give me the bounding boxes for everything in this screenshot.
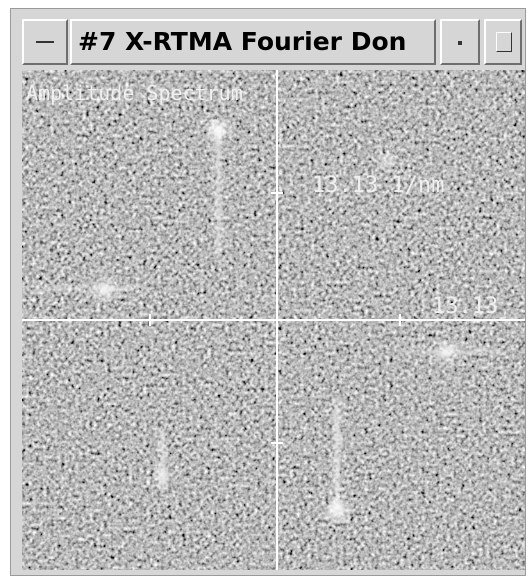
axis-label: 13.13 <box>432 294 498 319</box>
maximize-button[interactable] <box>484 19 522 65</box>
menu-icon <box>36 41 54 43</box>
minimize-icon <box>458 41 462 45</box>
image-label: Amplitude Spectrum <box>26 81 243 105</box>
maximize-icon <box>496 32 512 52</box>
window-title[interactable]: #7 X-RTMA Fourier Don <box>70 19 436 65</box>
scale-label: 13.13 1/nm <box>312 173 444 198</box>
amplitude-spectrum-image: Amplitude Spectrum 13.13 1/nm 13.13 <box>22 70 525 570</box>
window-menu-button[interactable] <box>22 19 68 65</box>
minimize-button[interactable] <box>440 19 480 65</box>
